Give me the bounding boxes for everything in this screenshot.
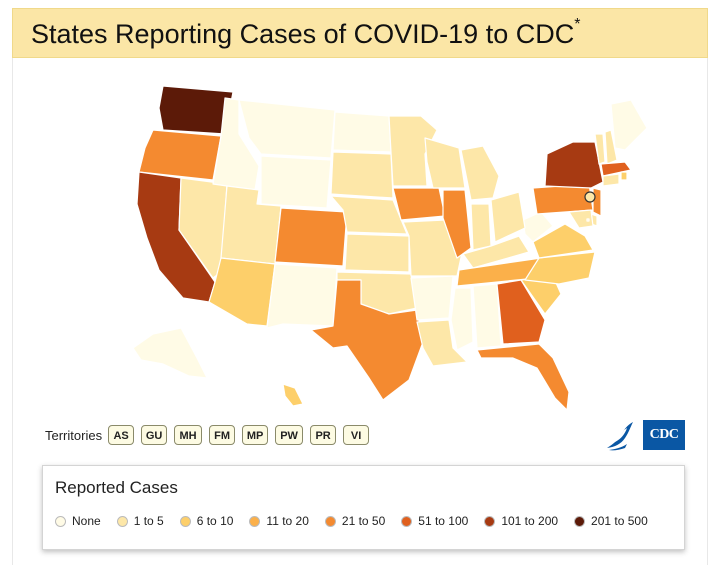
state-NC[interactable] <box>524 251 596 285</box>
legend-item: 6 to 10 <box>179 514 234 528</box>
legend-swatch <box>324 515 336 527</box>
state-WA[interactable] <box>158 85 234 135</box>
state-LA[interactable] <box>416 319 468 367</box>
state-ID[interactable] <box>212 97 260 191</box>
us-states-map <box>132 85 648 411</box>
state-ME[interactable] <box>610 99 648 151</box>
legend-item: 11 to 20 <box>249 514 309 528</box>
state-NE[interactable] <box>330 195 408 235</box>
state-HI[interactable] <box>282 383 304 407</box>
territory-gu-button[interactable]: GU <box>141 425 168 445</box>
state-AL[interactable] <box>472 283 502 349</box>
hhs-eagle-icon <box>607 422 633 451</box>
territory-as-button[interactable]: AS <box>108 425 135 445</box>
state-DC-marker[interactable] <box>584 191 596 203</box>
state-IL[interactable] <box>442 189 472 259</box>
legend-label: None <box>72 514 101 528</box>
state-PA[interactable] <box>532 183 594 215</box>
state-GA[interactable] <box>496 279 546 345</box>
state-MT[interactable] <box>238 99 336 159</box>
state-IA[interactable] <box>392 187 446 221</box>
state-CT[interactable] <box>602 173 620 187</box>
legend-swatch <box>574 515 586 527</box>
state-MS[interactable] <box>450 287 474 351</box>
state-WI[interactable] <box>424 137 466 189</box>
state-MA[interactable] <box>600 161 632 177</box>
state-IN[interactable] <box>470 203 492 251</box>
legend-label: 11 to 20 <box>266 514 309 528</box>
state-MN[interactable] <box>388 115 438 187</box>
state-CO[interactable] <box>274 207 348 267</box>
legend-item: 51 to 100 <box>401 514 468 528</box>
territory-mp-button[interactable]: MP <box>242 425 269 445</box>
legend-swatch <box>55 515 66 527</box>
state-VA[interactable] <box>532 223 594 259</box>
state-VT[interactable] <box>594 133 606 165</box>
state-SD[interactable] <box>330 151 394 199</box>
page-title: States Reporting Cases of COVID-19 to CD… <box>31 16 581 49</box>
state-ND[interactable] <box>332 111 392 153</box>
legend-label: 201 to 500 <box>591 514 648 528</box>
footnote-mark: * <box>574 16 581 33</box>
state-FL[interactable] <box>476 343 570 411</box>
territory-pw-button[interactable]: PW <box>275 425 304 445</box>
state-NM[interactable] <box>266 263 338 329</box>
state-DC[interactable] <box>586 218 590 222</box>
state-NJ[interactable] <box>592 187 602 217</box>
state-AZ[interactable] <box>208 257 276 327</box>
territory-pr-button[interactable]: PR <box>310 425 337 445</box>
state-OH[interactable] <box>490 191 526 243</box>
legend-item: 101 to 200 <box>484 514 558 528</box>
legend-title: Reported Cases <box>55 478 178 497</box>
state-KY[interactable] <box>462 235 530 269</box>
page-header: States Reporting Cases of COVID-19 to CD… <box>12 8 708 58</box>
territories-bar: Territories AS GU MH FM MP PW PR VI <box>45 425 376 445</box>
legend-item: None <box>55 514 101 528</box>
reported-cases-legend: Reported Cases None 1 to 5 6 to 10 11 to 20… <box>42 465 685 550</box>
legend-items: None 1 to 5 6 to 10 11 to 20 21 to 50 51 to 1… <box>55 514 664 528</box>
state-NH[interactable] <box>604 129 618 165</box>
legend-swatch <box>179 515 191 527</box>
legend-swatch <box>484 515 496 527</box>
state-AK[interactable] <box>132 327 208 379</box>
legend-label: 51 to 100 <box>418 514 469 528</box>
cdc-logo: CDC <box>643 420 685 450</box>
territory-vi-button[interactable]: VI <box>343 425 370 445</box>
state-MI[interactable] <box>460 145 500 201</box>
legend-item: 1 to 5 <box>116 514 164 528</box>
map-frame: Territories AS GU MH FM MP PW PR VI CDC <box>12 58 708 565</box>
legend-label: 6 to 10 <box>196 514 234 528</box>
legend-label: 101 to 200 <box>501 514 559 528</box>
legend-label: 21 to 50 <box>341 514 386 528</box>
territories-label: Territories <box>45 427 103 443</box>
legend-label: 1 to 5 <box>133 514 164 528</box>
logo-group: CDC <box>603 418 685 452</box>
legend-swatch <box>116 515 128 527</box>
legend-swatch <box>249 515 261 527</box>
territory-mh-button[interactable]: MH <box>174 425 203 445</box>
legend-item: 21 to 50 <box>324 514 386 528</box>
state-WY[interactable] <box>260 155 332 209</box>
state-OR[interactable] <box>138 129 222 181</box>
state-NY[interactable] <box>544 141 604 189</box>
territory-fm-button[interactable]: FM <box>209 425 236 445</box>
legend-item: 201 to 500 <box>574 514 648 528</box>
state-TX[interactable] <box>310 279 424 401</box>
legend-swatch <box>401 515 413 527</box>
state-MD[interactable] <box>568 209 594 229</box>
state-KS[interactable] <box>344 233 410 273</box>
state-AR[interactable] <box>410 275 454 321</box>
state-RI[interactable] <box>620 171 628 181</box>
